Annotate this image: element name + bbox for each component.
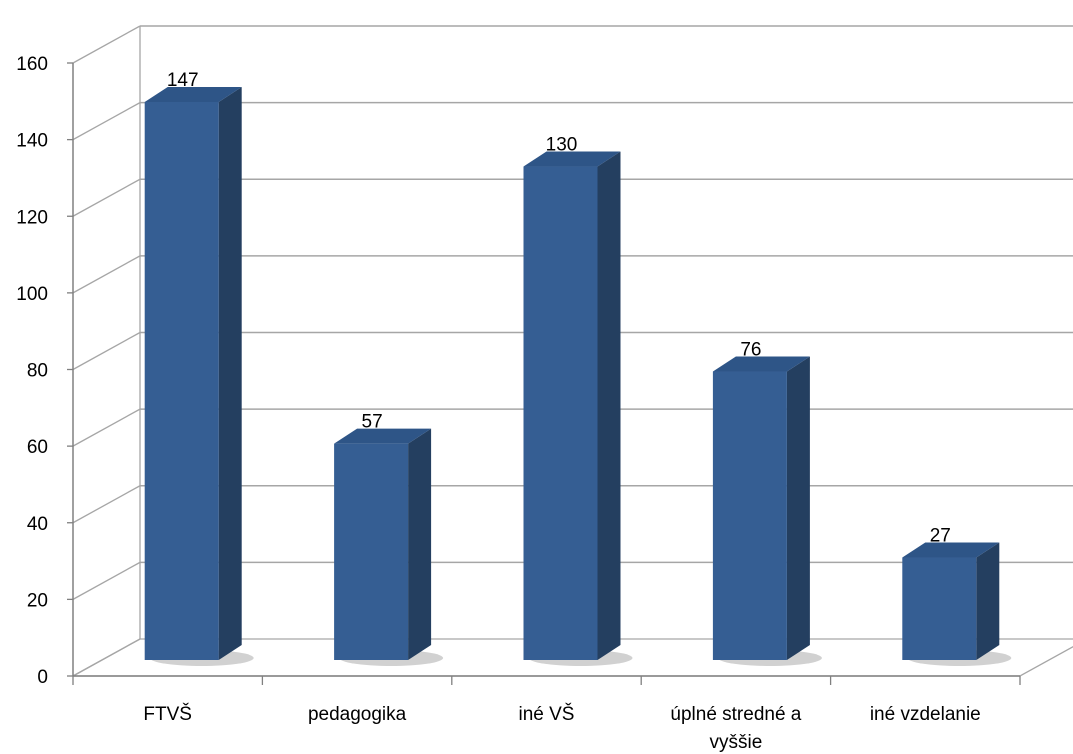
bar-front-face xyxy=(145,102,219,660)
side-gridline xyxy=(73,409,140,446)
x-tick-label-line: vyššie xyxy=(710,732,763,753)
x-tick-label-line: úplné stredné a xyxy=(670,704,801,725)
bar-side-face xyxy=(408,429,431,660)
y-tick-label: 40 xyxy=(27,514,48,535)
x-tick-label: úplné stredné a vyššie xyxy=(670,704,801,753)
y-tick-label: 0 xyxy=(37,667,48,688)
x-tick-label: iné VŠ xyxy=(519,703,575,725)
data-label: 76 xyxy=(740,340,761,361)
y-tick-label: 80 xyxy=(27,361,48,382)
x-tick-label: pedagogika xyxy=(308,704,407,725)
x-tick-label-line: FTVŠ xyxy=(143,703,192,725)
side-gridline xyxy=(73,639,140,676)
x-tick-label-line: pedagogika xyxy=(308,704,407,725)
bar xyxy=(524,152,633,666)
x-tick-label: iné vzdelanie xyxy=(870,704,981,725)
side-gridline xyxy=(73,562,140,599)
y-tick-label: 160 xyxy=(16,54,48,75)
bar-front-face xyxy=(713,372,787,660)
side-gridline xyxy=(73,26,140,63)
y-tick-label: 100 xyxy=(16,284,48,305)
data-label: 57 xyxy=(362,412,383,433)
bar-front-face xyxy=(524,167,598,660)
y-tick-label: 120 xyxy=(16,207,48,228)
y-tick-label: 20 xyxy=(27,590,48,611)
bar-front-face xyxy=(902,558,976,660)
bars xyxy=(145,87,1012,666)
bar-side-face xyxy=(976,543,999,660)
side-gridline xyxy=(73,179,140,216)
side-gridline xyxy=(73,333,140,370)
bar-side-face xyxy=(219,87,242,660)
bar-front-face xyxy=(334,444,408,660)
bar-side-face xyxy=(787,357,810,660)
side-gridline xyxy=(73,103,140,140)
side-gridline xyxy=(73,256,140,293)
data-label: 27 xyxy=(930,526,951,547)
x-tick-label-line: iné vzdelanie xyxy=(870,704,981,725)
bar xyxy=(334,429,443,666)
y-tick-label: 60 xyxy=(27,437,48,458)
bar-side-face xyxy=(598,152,621,660)
y-tick-label: 140 xyxy=(16,131,48,152)
x-tick-label: FTVŠ xyxy=(143,703,192,725)
x-tick-label-line: iné VŠ xyxy=(519,703,575,725)
bar xyxy=(902,543,1011,666)
bar xyxy=(145,87,254,666)
data-label: 147 xyxy=(167,70,199,91)
bar xyxy=(713,357,822,666)
data-label: 130 xyxy=(546,135,578,156)
side-gridline xyxy=(73,486,140,523)
